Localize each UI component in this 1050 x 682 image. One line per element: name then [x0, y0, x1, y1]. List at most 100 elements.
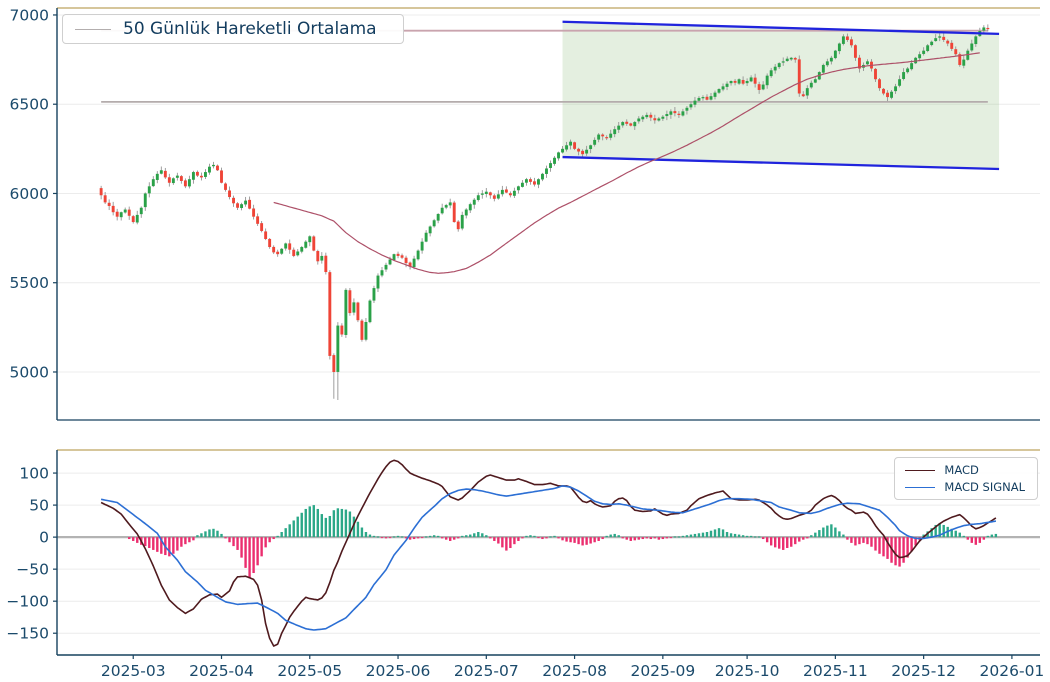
candle-body — [934, 38, 938, 42]
histogram-bar — [356, 521, 360, 538]
histogram-bar — [922, 534, 925, 538]
histogram-bar — [577, 537, 580, 545]
candle-body — [625, 121, 629, 124]
x-tick-label: 2025-08 — [542, 662, 607, 680]
candle-body — [709, 96, 713, 100]
candle-body — [922, 50, 926, 54]
histogram-bar — [152, 537, 155, 550]
candle-body — [697, 97, 701, 101]
histogram-bar — [192, 537, 195, 541]
histogram-bar — [802, 537, 805, 540]
histogram-bar — [765, 537, 769, 543]
histogram-bar — [280, 532, 283, 538]
histogram-bar — [761, 537, 765, 540]
candle-body — [212, 164, 215, 167]
histogram-bar — [160, 537, 163, 554]
histogram-bar — [613, 533, 616, 538]
histogram-bar — [585, 537, 588, 545]
histogram-bar — [156, 537, 159, 552]
x-tick-label: 2025-10 — [715, 662, 780, 680]
candle-body — [982, 27, 986, 31]
histogram-bar — [745, 535, 749, 538]
histogram-bar — [677, 536, 681, 538]
histogram-bar — [292, 520, 295, 538]
candle-body — [468, 204, 472, 211]
macd-histogram — [128, 505, 998, 579]
candle-body — [805, 88, 809, 96]
histogram-bar — [408, 537, 412, 540]
candle-body — [456, 221, 460, 230]
histogram-bar — [898, 537, 901, 567]
histogram-bar — [826, 525, 829, 538]
candle-body — [476, 195, 480, 200]
candle-body — [645, 114, 649, 118]
candle-body — [853, 45, 857, 58]
histogram-bar — [545, 537, 548, 539]
histogram-bar — [172, 537, 175, 554]
candle-body — [665, 114, 669, 117]
price-y-tick-label: 5500 — [10, 274, 49, 292]
candle-body — [187, 179, 191, 187]
histogram-bar — [942, 524, 945, 538]
histogram-bar — [902, 537, 905, 563]
histogram-bar — [810, 535, 813, 538]
histogram-bar — [248, 537, 251, 579]
candle-body — [781, 61, 785, 63]
histogram-bar — [757, 536, 761, 538]
histogram-bar — [360, 527, 364, 538]
candle-body — [942, 36, 946, 40]
candle-body — [199, 175, 203, 178]
candle-body — [460, 214, 464, 229]
histogram-bar — [593, 537, 596, 543]
histogram-bar — [308, 506, 311, 538]
histogram-bar — [521, 537, 524, 539]
candle-body — [577, 148, 581, 152]
histogram-bar — [457, 537, 460, 539]
candle-body — [480, 193, 484, 195]
histogram-bar — [806, 537, 809, 539]
histogram-bar — [184, 537, 187, 545]
histogram-bar — [930, 528, 933, 538]
candle-body — [741, 79, 745, 84]
candle-body — [324, 255, 328, 273]
candle-body — [825, 61, 829, 66]
macd-y-tick-label: −150 — [6, 625, 49, 643]
candle-body — [857, 57, 861, 69]
candle-body — [757, 84, 761, 90]
histogram-bar — [681, 535, 685, 538]
histogram-bar — [469, 534, 472, 538]
x-tick-label: 2025-06 — [366, 662, 431, 680]
histogram-bar — [786, 537, 789, 549]
price-gridlines — [57, 14, 1040, 373]
candle-body — [765, 75, 769, 86]
candle-body — [115, 211, 119, 217]
candlestick-series — [99, 24, 990, 401]
candle-body — [793, 57, 797, 60]
candle-body — [236, 203, 240, 208]
histogram-bar — [513, 537, 516, 545]
candle-body — [866, 61, 869, 65]
candle-body — [938, 36, 942, 38]
candle-body — [649, 114, 653, 118]
candle-body — [204, 172, 207, 177]
histogram-bar — [288, 524, 291, 538]
candle-body — [111, 205, 115, 213]
candle-body — [601, 134, 605, 137]
candle-body — [589, 145, 593, 150]
candle-body — [392, 254, 396, 261]
candle-body — [139, 207, 143, 215]
histogram-bar — [850, 537, 853, 543]
histogram-bar — [224, 537, 227, 539]
histogram-bar — [372, 535, 376, 538]
histogram-bar — [814, 532, 817, 538]
histogram-bar — [713, 529, 717, 538]
histogram-bar — [842, 534, 845, 538]
histogram-bar — [685, 535, 689, 538]
candle-body — [408, 262, 412, 267]
histogram-bar — [453, 537, 456, 540]
histogram-bar — [328, 515, 332, 538]
histogram-bar — [380, 537, 384, 539]
histogram-bar — [986, 535, 990, 538]
histogram-bar — [352, 516, 356, 538]
histogram-bar — [388, 537, 392, 539]
